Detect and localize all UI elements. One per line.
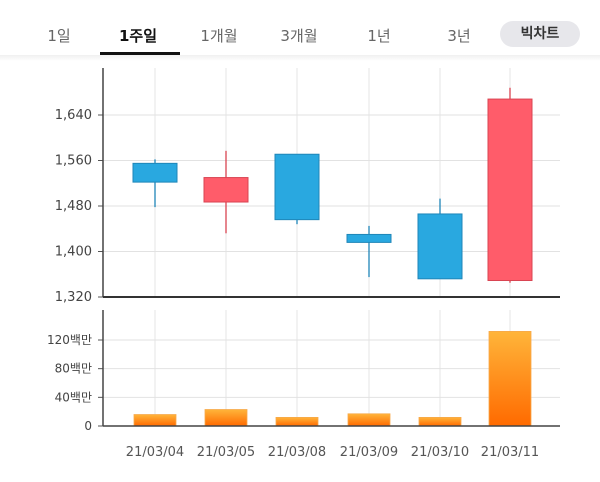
tab-1month[interactable]: 1개월 <box>200 27 238 45</box>
active-tab-indicator <box>100 52 180 55</box>
tab-1year[interactable]: 1년 <box>367 27 391 45</box>
tab-3year[interactable]: 3년 <box>447 27 471 45</box>
date-x-tick-label: 21/03/08 <box>268 445 326 460</box>
tab-1week[interactable]: 1주일 <box>118 27 158 45</box>
date-x-tick-label: 21/03/11 <box>481 445 539 460</box>
volume-bars <box>133 330 532 427</box>
volume-bar <box>347 413 391 427</box>
date-x-axis: 21/03/04 21/03/05 21/03/08 21/03/09 21/03/10… <box>126 445 539 460</box>
candle-body <box>132 162 178 183</box>
tab-1day[interactable]: 1일 <box>47 27 71 45</box>
volume-y-axis: 120백만 80백만 40백만 0 <box>47 333 103 433</box>
chart-frames <box>102 68 560 427</box>
volume-y-tick-label: 0 <box>84 419 92 433</box>
price-y-tick-label: 1,400 <box>55 245 92 260</box>
candle-body <box>417 213 463 280</box>
date-x-tick-label: 21/03/04 <box>126 445 184 460</box>
candle-body <box>346 233 392 243</box>
volume-y-tick-label: 120백만 <box>47 333 92 347</box>
big-chart-button[interactable]: 빅차트 <box>500 21 580 47</box>
volume-bar <box>418 416 462 427</box>
date-x-tick-label: 21/03/10 <box>411 445 469 460</box>
date-x-tick-label: 21/03/05 <box>197 445 255 460</box>
volume-y-tick-label: 40백만 <box>55 390 92 404</box>
date-x-tick-label: 21/03/09 <box>340 445 398 460</box>
price-y-tick-label: 1,480 <box>55 199 92 214</box>
price-y-tick-label: 1,560 <box>55 154 92 169</box>
volume-bar <box>204 409 248 427</box>
candle-body <box>203 177 249 203</box>
price-y-tick-label: 1,640 <box>55 108 92 123</box>
candle-body <box>487 98 533 282</box>
candlesticks <box>132 87 533 283</box>
volume-grid <box>103 310 560 426</box>
candle-body <box>274 153 320 221</box>
price-y-axis: 1,640 1,560 1,480 1,400 1,320 <box>55 108 103 305</box>
period-tab-bar: 1일 1주일 1개월 3개월 1년 3년 빅차트 <box>0 0 600 56</box>
volume-bar <box>275 416 319 427</box>
tab-3month[interactable]: 3개월 <box>280 27 318 45</box>
price-y-tick-label: 1,320 <box>55 290 92 305</box>
volume-bar <box>133 414 177 427</box>
volume-y-tick-label: 80백만 <box>55 362 92 376</box>
tab-bar-shadow <box>0 55 600 61</box>
volume-bar <box>488 330 532 427</box>
